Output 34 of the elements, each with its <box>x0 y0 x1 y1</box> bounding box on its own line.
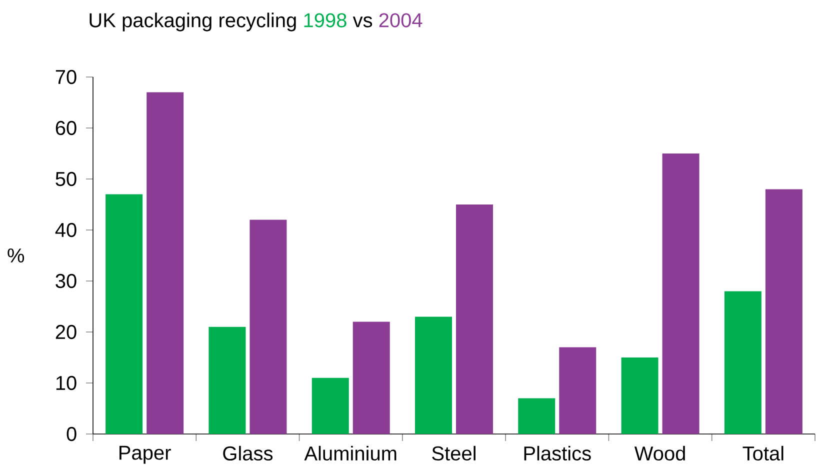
x-tick-label: Aluminium <box>304 446 396 460</box>
text: 2004 <box>379 12 422 28</box>
bar <box>352 322 390 434</box>
bar <box>456 204 494 434</box>
bar <box>250 220 287 434</box>
bar <box>208 326 246 434</box>
bar <box>621 357 658 434</box>
bar <box>415 316 452 434</box>
y-tick-label: 30 <box>56 274 76 288</box>
y-tick-label: 0 <box>66 426 76 441</box>
chart-title: UK packaging recycling <box>90 12 296 32</box>
y-tick-label: 20 <box>56 324 76 339</box>
x-tick-label: Steel <box>432 446 476 460</box>
y-tick-label: 60 <box>56 120 76 135</box>
bar <box>662 153 700 434</box>
y-tick-label: 40 <box>55 222 76 237</box>
bar <box>312 378 349 434</box>
y-tick-label: 70 <box>56 70 76 84</box>
bar <box>106 194 143 434</box>
text: 1998 <box>304 12 346 28</box>
y-axis-title: % <box>8 248 24 262</box>
x-tick-label: Plastics <box>524 446 591 460</box>
x-tick-label: Total <box>742 446 784 460</box>
bar <box>146 92 184 434</box>
bar <box>765 188 802 434</box>
bar <box>724 290 762 434</box>
y-tick-label: 50 <box>56 172 76 186</box>
x-tick-label: Wood <box>634 446 685 460</box>
x-tick-label: Glass <box>223 446 273 460</box>
bar <box>518 398 556 434</box>
x-tick-label: Paper <box>120 446 171 464</box>
y-tick-label: 10 <box>56 376 76 390</box>
text: vs <box>352 16 372 28</box>
bar <box>559 347 596 434</box>
